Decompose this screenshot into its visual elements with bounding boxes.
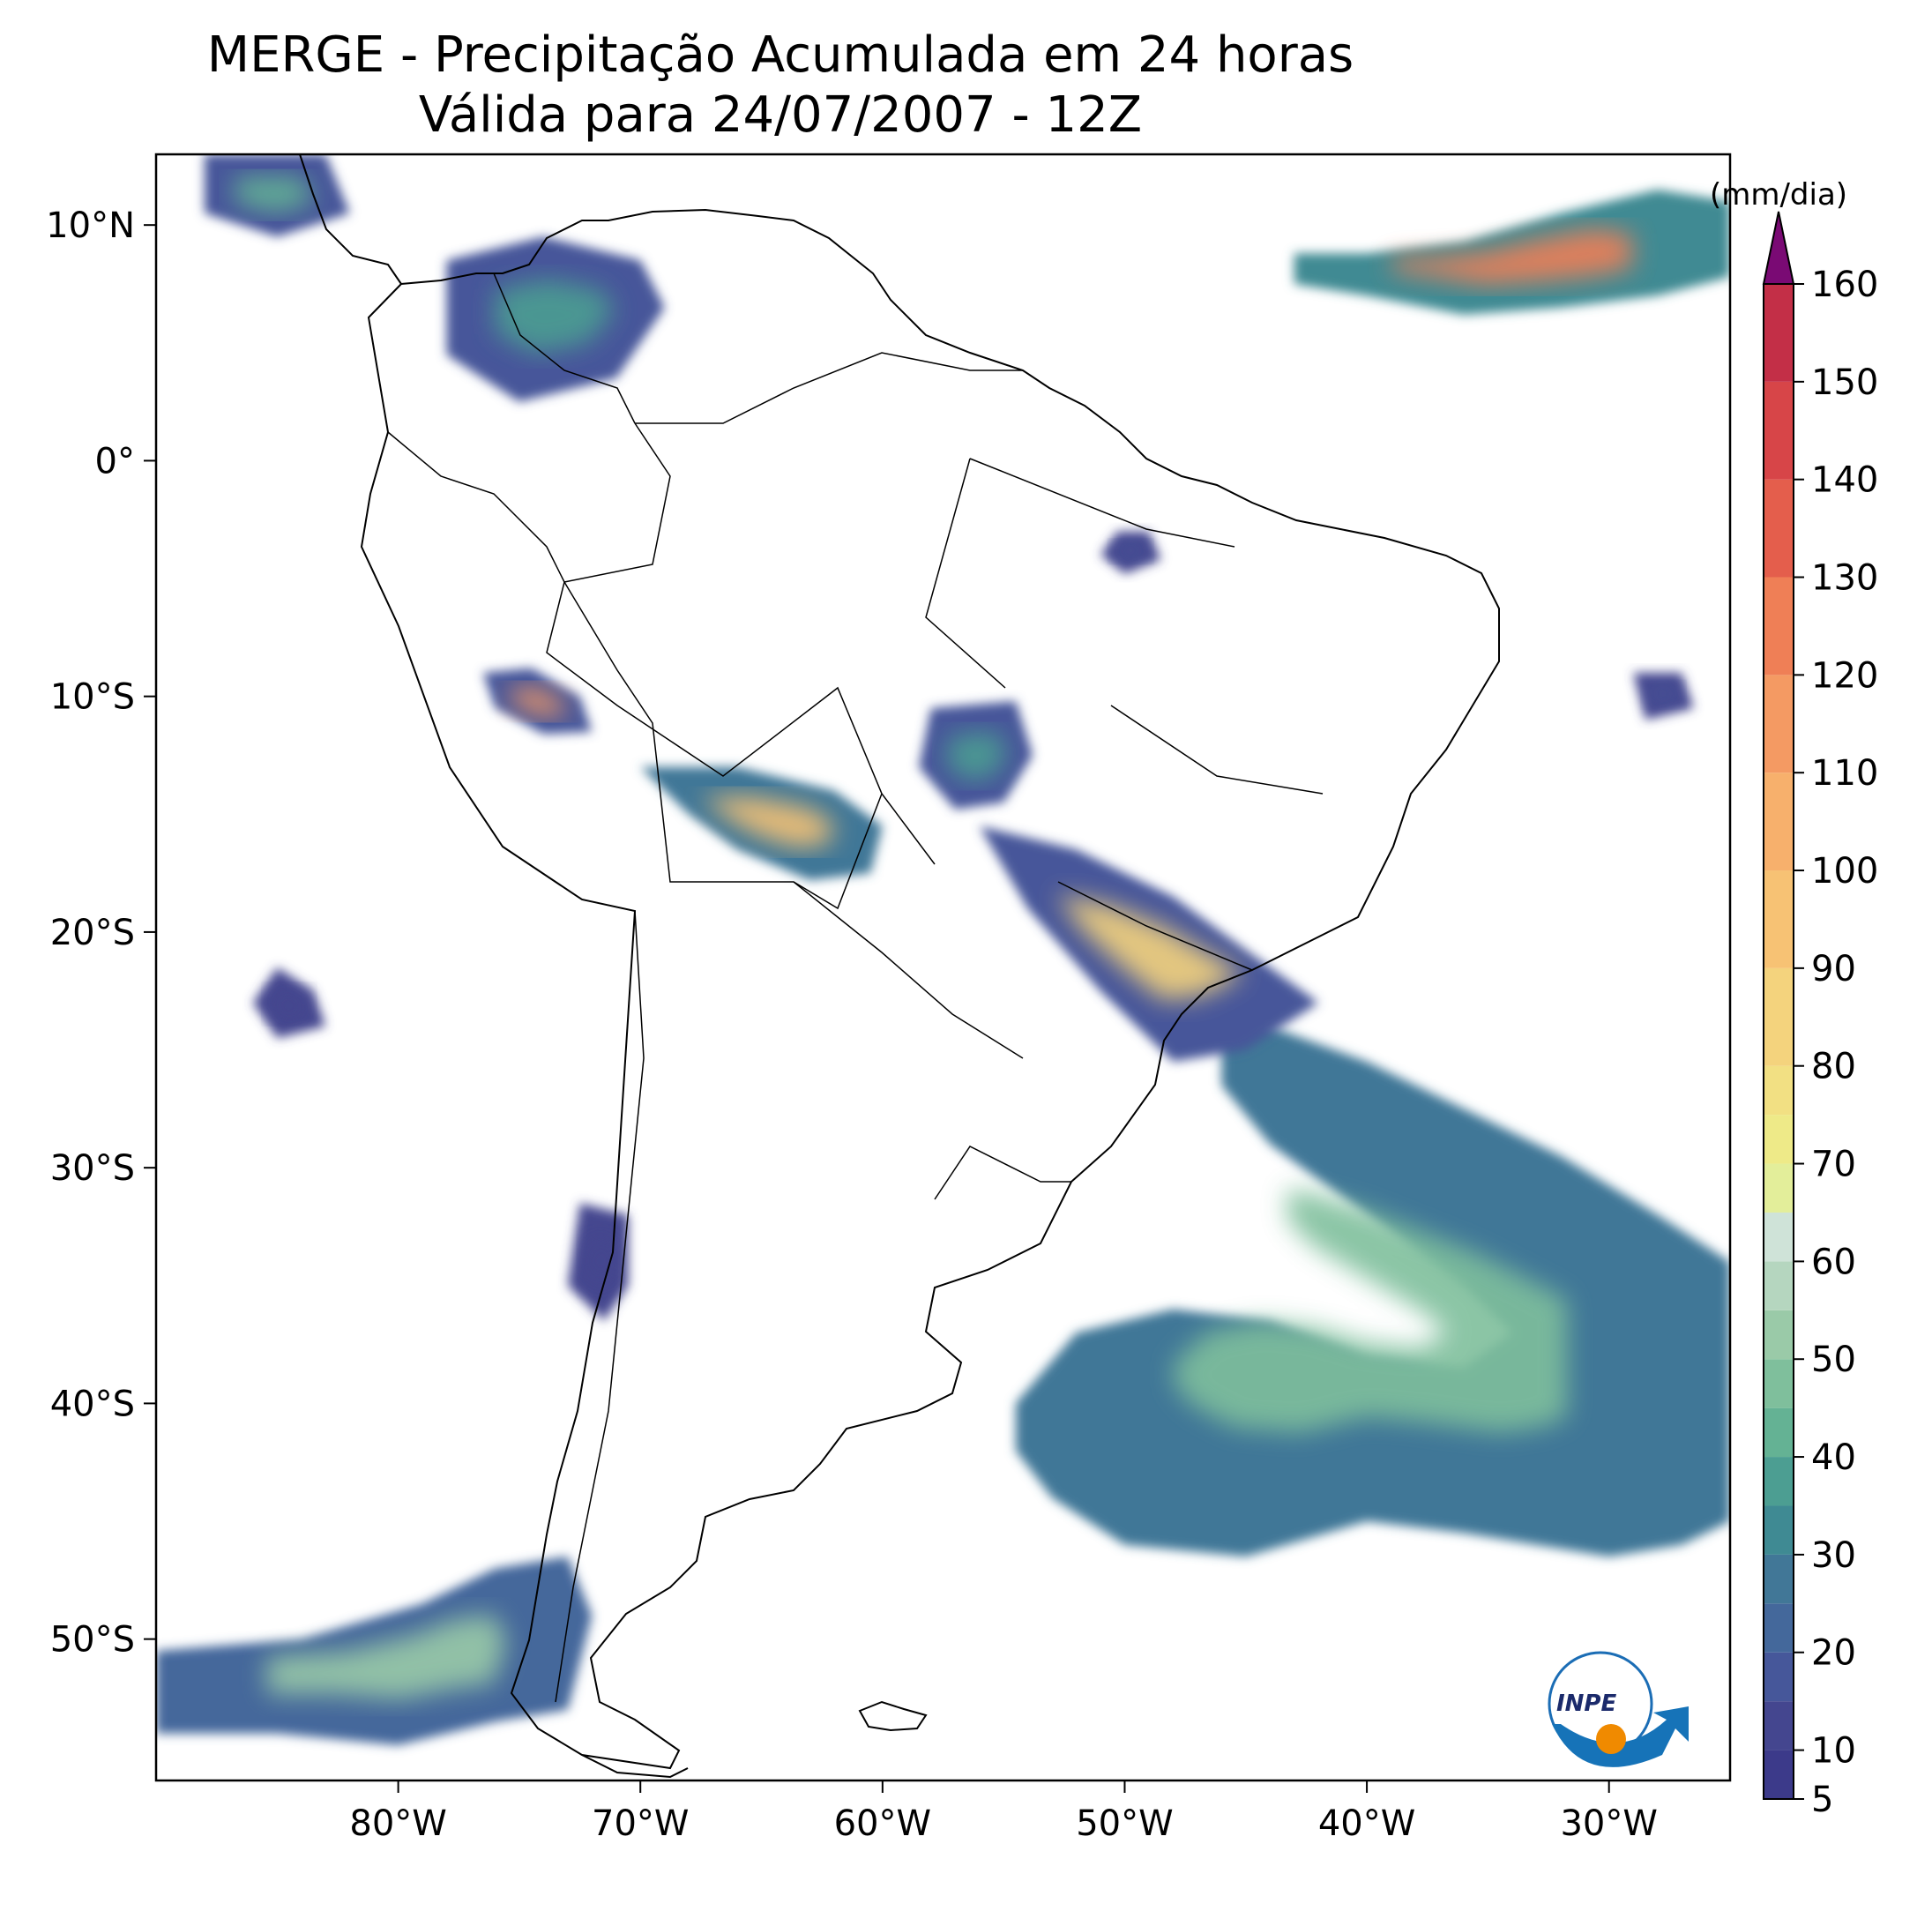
- precip-core-drake-band: [266, 1614, 507, 1699]
- colorbar-segment: [1764, 479, 1794, 578]
- border-chile-argentina: [555, 910, 645, 1703]
- lat-tick-label: 20°S: [50, 913, 135, 953]
- colorbar-tick-label: 90: [1811, 949, 1856, 989]
- latitude-axis: 10°N 0° 10°S 20°S 30°S 40°S 50°S: [46, 205, 156, 1661]
- lat-tick-label: 50°S: [50, 1620, 135, 1661]
- colorbar-segment: [1764, 1750, 1794, 1799]
- colorbar-tick-label: 10: [1811, 1731, 1856, 1772]
- south-america-coastline: [360, 208, 1500, 1770]
- lat-tick-label: 10°S: [50, 677, 135, 718]
- colorbar-tick-label: 100: [1811, 851, 1878, 892]
- precip-core-amazon-cell: [1114, 541, 1148, 561]
- lon-tick-label: 70°W: [592, 1803, 689, 1844]
- precip-core-caribbean-cluster: [235, 176, 316, 214]
- coastline-layer: [299, 154, 1500, 1779]
- colorbar-tick-label: 70: [1811, 1145, 1856, 1185]
- colorbar-frame: [1763, 283, 1794, 1800]
- colorbar-segment: [1764, 1310, 1794, 1360]
- title-line-2: Válida para 24/07/2007 - 12Z: [418, 86, 1143, 144]
- colorbar-tick-label: 140: [1811, 460, 1878, 501]
- colorbar-segment: [1764, 1554, 1794, 1604]
- logo-arrow-icon: [1552, 1706, 1689, 1767]
- colorbar-segment: [1764, 1457, 1794, 1506]
- longitude-axis: 80°W 70°W 60°W 50°W 40°W 30°W: [349, 1780, 1658, 1844]
- precip-core-bolivia-cluster: [701, 796, 834, 848]
- colorbar-segment: [1764, 1115, 1794, 1164]
- precip-core-pacific-cell: [269, 988, 310, 1020]
- precip-core-peru-cluster: [507, 686, 568, 717]
- precip-core-itcz-atlantic: [1391, 228, 1632, 285]
- lat-tick-label: 10°N: [46, 205, 135, 246]
- colorbar-segment: [1764, 773, 1794, 871]
- colorbar-segment: [1764, 1065, 1794, 1116]
- border-brazil-states: [925, 458, 1324, 971]
- colorbar-segment: [1764, 870, 1794, 968]
- colorbar-extend-arrow: [1762, 211, 1795, 285]
- colorbar-tick-label: 50: [1811, 1340, 1856, 1380]
- colorbar-tick-label: 80: [1811, 1047, 1856, 1087]
- border-uruguay: [934, 1146, 1071, 1200]
- colorbar-segment: [1764, 381, 1794, 480]
- precipitation-layer: [156, 154, 1730, 1745]
- colorbar-segment: [1764, 1407, 1794, 1458]
- border-colombia-peru: [387, 431, 565, 583]
- colorbar-unit-label: (mm/dia): [1710, 177, 1847, 213]
- colorbar-tick-label: 160: [1811, 265, 1878, 305]
- lon-tick-label: 30°W: [1560, 1803, 1657, 1844]
- lon-tick-label: 80°W: [349, 1803, 446, 1844]
- precip-core-south-atlantic-front: [1174, 1188, 1568, 1433]
- lat-tick-label: 40°S: [50, 1384, 135, 1424]
- border-brazil-west: [546, 422, 936, 865]
- lon-tick-label: 60°W: [834, 1803, 931, 1844]
- colorbar-segment: [1764, 1701, 1794, 1751]
- inpe-logo: INPE: [1548, 1651, 1689, 1767]
- colorbar-segment: [1764, 1652, 1794, 1702]
- colorbar-tick-label: 130: [1811, 558, 1878, 599]
- colorbar-tick-label: 120: [1811, 655, 1878, 696]
- central-america-coastline: [299, 154, 402, 285]
- precip-core-northeast-coast-cell: [1646, 683, 1681, 705]
- colorbar-segment: [1764, 577, 1794, 676]
- colorbar-segment: [1764, 1163, 1794, 1213]
- colorbar-segment: [1764, 1261, 1794, 1310]
- precip-core-southeast-brazil-band: [1056, 894, 1243, 1001]
- precip-core-colombia-cluster: [495, 279, 615, 354]
- colorbar-segment: [1764, 675, 1794, 773]
- colorbar-segment: [1764, 1603, 1794, 1653]
- tierra-del-fuego: [581, 1754, 689, 1779]
- colorbar-segment: [1764, 967, 1794, 1066]
- colorbar-segment: [1764, 284, 1794, 382]
- colorbar: 5 10 20 30 40 50 60 70 80 90 100 110 120 130 140 150 160…: [1710, 177, 1878, 1820]
- title-line-1: MERGE - Precipitação Acumulada em 24 hor…: [206, 26, 1354, 84]
- logo-sun-icon: [1596, 1724, 1626, 1754]
- country-borders-layer: [387, 272, 1324, 1703]
- colorbar-tick-label: 40: [1811, 1437, 1856, 1478]
- map-frame: [154, 153, 1732, 1782]
- lat-tick-label: 30°S: [50, 1148, 135, 1189]
- border-argentina-paraguay: [793, 881, 1024, 1059]
- lon-tick-label: 40°W: [1318, 1803, 1415, 1844]
- lon-tick-label: 50°W: [1076, 1803, 1173, 1844]
- colorbar-tick-label: 20: [1811, 1633, 1856, 1674]
- lat-tick-label: 0°: [95, 441, 135, 481]
- colorbar-tick-label: 150: [1811, 362, 1878, 403]
- logo-text: INPE: [1556, 1691, 1616, 1717]
- colorbar-tick-label: 110: [1811, 753, 1878, 794]
- colorbar-segment: [1764, 1212, 1794, 1262]
- border-bolivia: [563, 581, 883, 910]
- precip-core-central-chile: [583, 1235, 616, 1289]
- border-brazil-north: [635, 352, 1023, 424]
- colorbar-segment: [1764, 1505, 1794, 1555]
- colorbar-tick-label: 60: [1811, 1242, 1856, 1282]
- colorbar-tick-label: 30: [1811, 1535, 1856, 1576]
- colorbar-tick-label: 5: [1811, 1780, 1833, 1820]
- border-colombia-venezuela: [493, 272, 636, 424]
- falkland-islands: [858, 1700, 928, 1732]
- colorbar-segment: [1764, 1359, 1794, 1408]
- precip-core-mato-grosso-cluster: [944, 732, 1008, 781]
